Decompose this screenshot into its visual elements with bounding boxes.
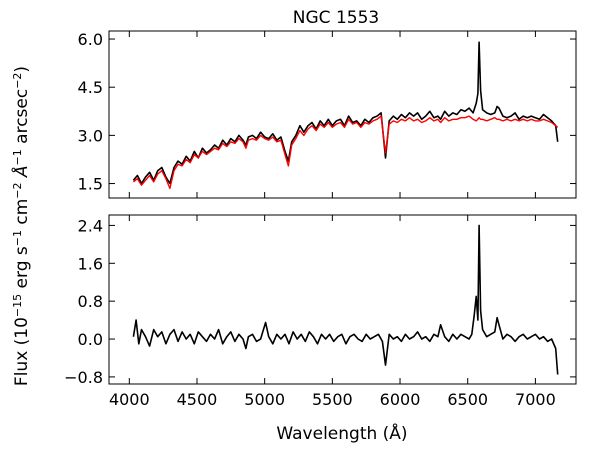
bottom-x-tick-label: 6500 [447,390,488,409]
top-y-tick-label: 6.0 [78,30,103,49]
bottom-series-0-line [132,224,559,375]
bottom-y-tick-label: 0.0 [78,330,103,349]
top-y-tick-label: 1.5 [78,175,103,194]
bottom-panel-frame [108,214,577,385]
bottom-x-tick-label: 4000 [109,390,150,409]
bottom-panel-series [132,224,559,375]
bottom-x-tick-label: 6000 [380,390,421,409]
top-series-1-line [132,115,559,190]
bottom-y-tick-label: −0.8 [64,368,103,387]
top-y-tick-label: 4.5 [78,78,103,97]
top-panel-series [132,41,559,190]
top-panel-x-ticks [128,31,536,198]
bottom-panel-y-ticks: −0.8 0.0 0.8 1.6 2.4 [64,216,576,387]
top-panel-frame [108,30,577,199]
bottom-y-tick-label: 0.8 [78,292,103,311]
chart-title: NGC 1553 [293,8,379,28]
bottom-y-tick-label: 1.6 [78,254,103,273]
bottom-x-tick-label: 5000 [244,390,285,409]
bottom-x-tick-label: 4500 [177,390,218,409]
top-panel: 1.5 3.0 4.5 6.0 [78,30,577,199]
y-axis-title: Flux (10−15 erg s−1 cm−2 Å−1 arcsec−2) [10,66,32,386]
bottom-y-tick-label: 2.4 [78,216,103,235]
x-axis-title: Wavelength (Å) [276,422,407,444]
bottom-x-tick-label: 7000 [515,390,556,409]
bottom-x-tick-label: 5500 [312,390,353,409]
bottom-panel-x-ticks: 4000 4500 5000 5500 6000 6500 7000 [109,215,556,409]
top-series-0-line [132,41,559,185]
top-y-tick-label: 3.0 [78,126,103,145]
bottom-panel: −0.8 0.0 0.8 1.6 2.4 4000 4500 5000 5500 6000 650… [64,214,577,409]
top-panel-y-ticks: 1.5 3.0 4.5 6.0 [78,30,576,194]
